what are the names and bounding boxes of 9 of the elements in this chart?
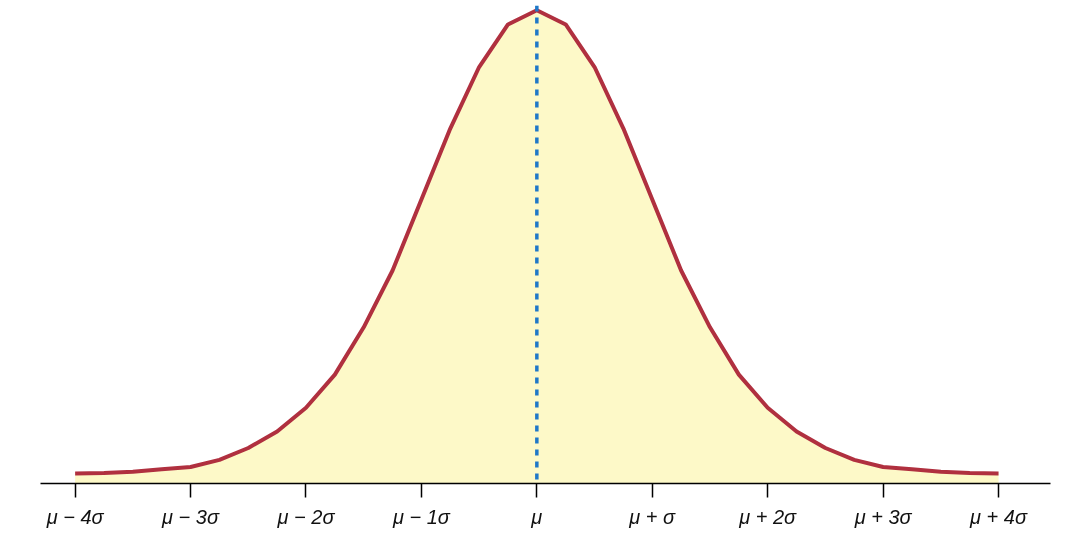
x-tick-label: μ + 2σ [738,505,798,528]
x-tick-label: μ + σ [628,505,677,528]
x-tick-label: μ [530,505,543,528]
x-tick-label: μ + 3σ [853,505,913,528]
x-tick-label: μ − 2σ [276,505,336,528]
x-tick-label: μ − 1σ [391,505,451,528]
x-tick-label: μ − 4σ [45,505,105,528]
x-tick-label: μ − 3σ [161,505,220,528]
x-tick-label: μ + 4σ [969,505,1028,528]
